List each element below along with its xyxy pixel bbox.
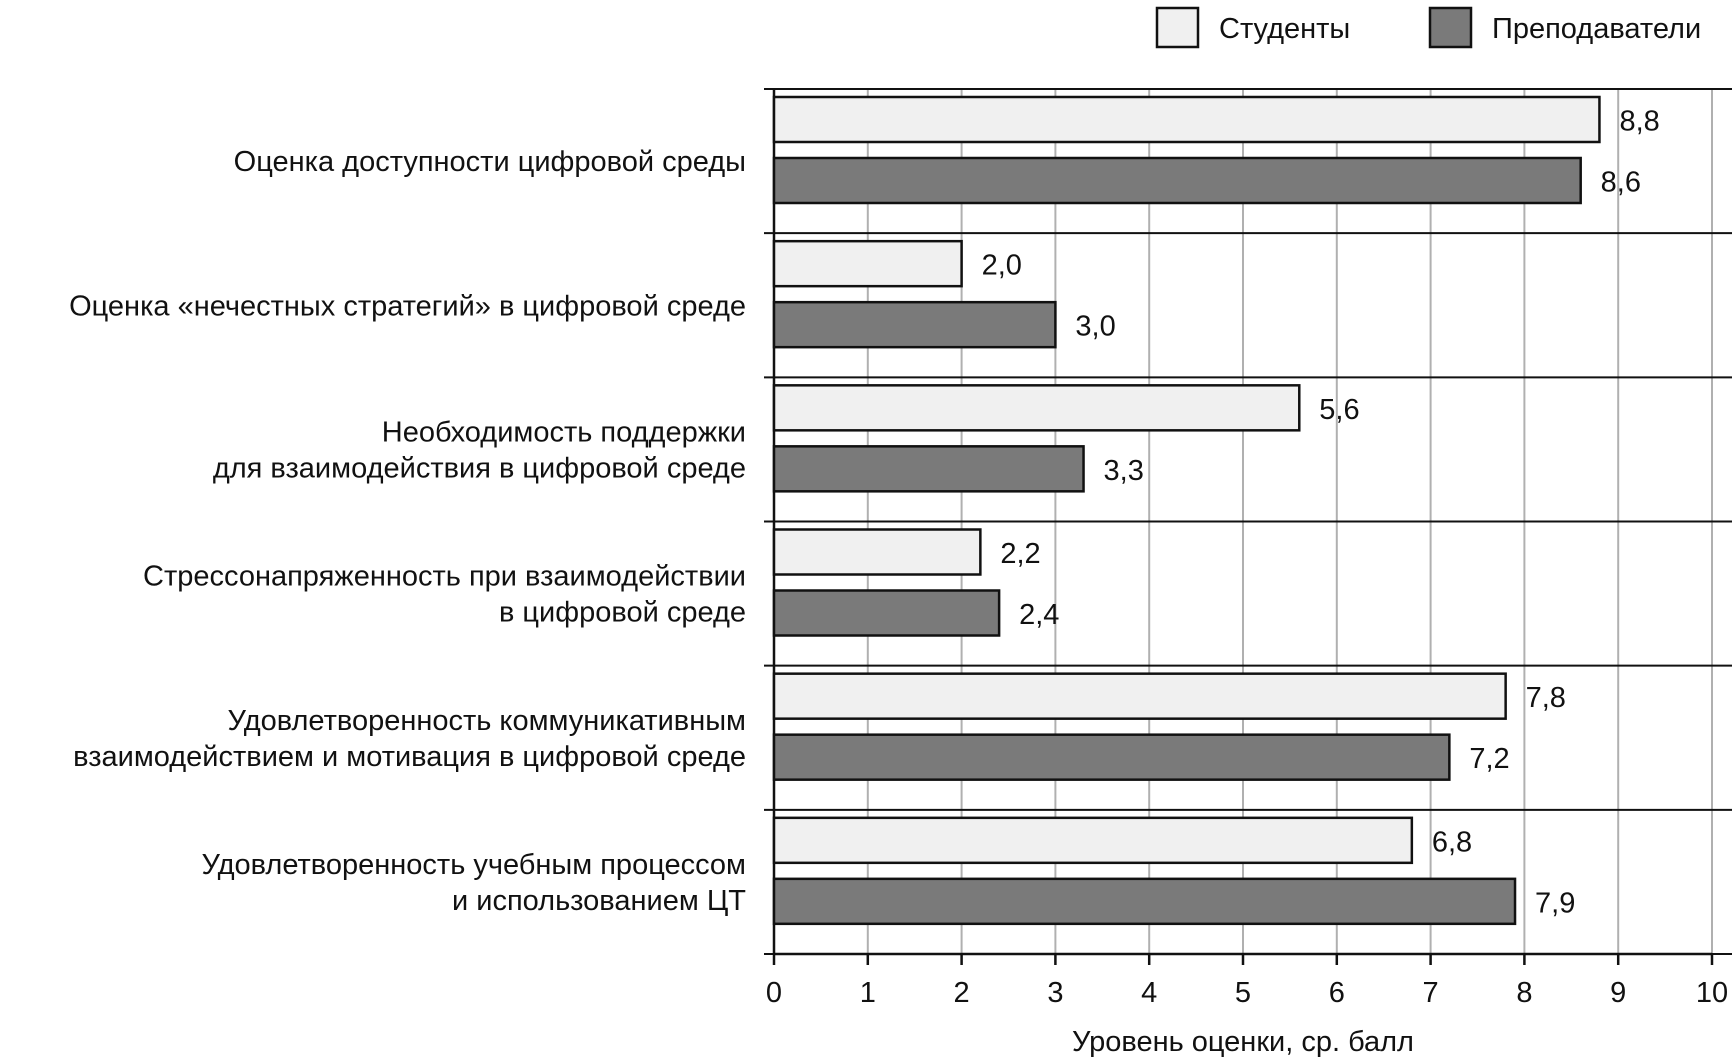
category-label: Оценка доступности цифровой среды: [234, 146, 746, 178]
legend-swatch: [1428, 6, 1473, 49]
bar-teachers: [772, 445, 1085, 493]
data-label: 3,0: [1075, 311, 1115, 343]
data-label: 7,9: [1535, 887, 1575, 919]
data-label: 7,8: [1526, 682, 1566, 714]
bar-teachers: [772, 733, 1451, 781]
x-tick-label: 5: [1235, 977, 1251, 1009]
category-label: для взаимодействия в цифровой среде: [213, 452, 746, 484]
data-label: 8,6: [1601, 167, 1641, 199]
legend-label: Студенты: [1219, 13, 1350, 45]
legend-label: Преподаватели: [1492, 13, 1701, 45]
bar-students: [772, 672, 1507, 720]
bar-teachers: [772, 877, 1517, 926]
data-label: 3,3: [1104, 455, 1144, 487]
data-label: 5,6: [1319, 394, 1359, 426]
bar-students: [772, 528, 982, 576]
x-tick-label: 4: [1141, 977, 1157, 1009]
bar-students: [772, 384, 1301, 432]
bar-teachers: [772, 300, 1057, 349]
data-label: 2,2: [1000, 538, 1040, 570]
bar-students: [772, 816, 1414, 865]
x-tick-label: 7: [1423, 977, 1439, 1009]
bar-teachers: [772, 589, 1001, 637]
data-label: 6,8: [1432, 826, 1472, 858]
x-tick-label: 9: [1610, 977, 1626, 1009]
data-label: 2,0: [982, 250, 1022, 282]
x-tick-label: 0: [766, 977, 782, 1009]
x-tick-label: 1: [860, 977, 876, 1009]
category-label: Удовлетворенность коммуникативным: [228, 705, 746, 737]
data-label: 8,8: [1619, 106, 1659, 138]
bar-students: [772, 95, 1601, 144]
category-label: и использованием ЦТ: [452, 885, 746, 917]
data-label: 2,4: [1019, 599, 1059, 631]
bar-students: [772, 239, 963, 288]
legend-swatch: [1155, 6, 1200, 49]
x-tick-label: 3: [1047, 977, 1063, 1009]
category-label: Удовлетворенность учебным процессом: [201, 849, 746, 881]
bar-teachers: [772, 156, 1582, 205]
category-label: в цифровой среде: [499, 597, 746, 629]
x-tick-label: 6: [1329, 977, 1345, 1009]
category-label: Оценка «нечестных стратегий» в цифровой …: [69, 290, 746, 322]
x-tick-label: 10: [1696, 977, 1728, 1009]
category-label: Необходимость поддержки: [382, 416, 746, 448]
data-label: 7,2: [1469, 743, 1509, 775]
category-label: Стрессонапряженность при взаимодействии: [143, 561, 746, 593]
x-tick-label: 2: [954, 977, 970, 1009]
x-tick-label: 8: [1516, 977, 1532, 1009]
x-axis-title: Уровень оценки, ср. балл: [1072, 1026, 1414, 1058]
category-label: взаимодействием и мотивация в цифровой с…: [73, 741, 746, 773]
